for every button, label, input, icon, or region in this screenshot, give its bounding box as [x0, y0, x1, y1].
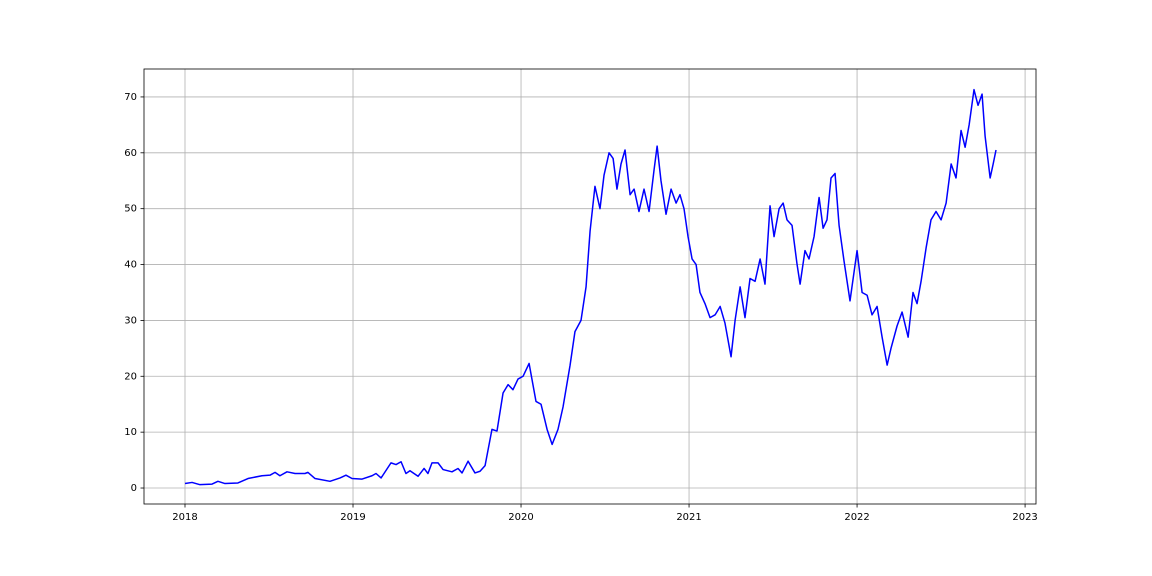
x-tick-label: 2020: [508, 512, 533, 523]
y-tick-label: 50: [124, 204, 137, 215]
y-tick-label: 40: [124, 260, 137, 271]
x-tick-label: 2018: [172, 512, 197, 523]
y-tick-label: 0: [131, 483, 137, 494]
plot-frame: [143, 68, 1037, 505]
data-line: [184, 88, 997, 486]
x-tick-label: 2021: [676, 512, 701, 523]
x-tick-label: 2023: [1012, 512, 1037, 523]
y-tick-label: 60: [124, 148, 137, 159]
x-tick-label: 2022: [844, 512, 869, 523]
y-tick-label: 30: [124, 315, 137, 326]
y-tick-label: 70: [124, 92, 137, 103]
y-tick-label: 10: [124, 427, 137, 438]
y-tick-label: 20: [124, 371, 137, 382]
x-tick-label: 2019: [340, 512, 365, 523]
